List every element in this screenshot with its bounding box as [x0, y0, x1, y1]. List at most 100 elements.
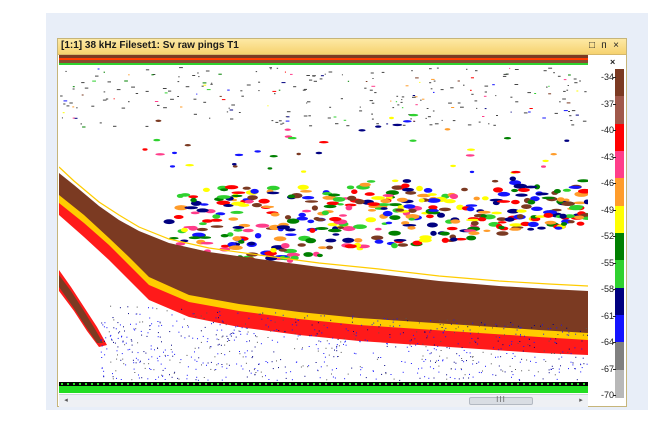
scatter-dot: [318, 330, 320, 332]
scatter-dot: [364, 339, 366, 341]
scatter-dot: [519, 361, 521, 363]
colorbar-close-icon[interactable]: ×: [610, 57, 616, 67]
fish-target: [309, 228, 316, 233]
ping-tick: [313, 383, 315, 385]
scatter-dot: [323, 315, 325, 317]
scatter-dot: [237, 312, 239, 314]
scatter-dot: [317, 369, 319, 371]
scatter-dot: [139, 313, 141, 315]
noise-speck: [107, 81, 111, 83]
restore-icon[interactable]: □: [588, 40, 596, 51]
noise-speck: [359, 110, 363, 112]
scatter-dot: [377, 357, 379, 359]
scatter-dot: [222, 335, 224, 337]
scroll-right-icon[interactable]: ▸: [579, 397, 583, 404]
fish-target: [315, 227, 329, 230]
noise-speck: [113, 125, 117, 127]
scatter-dot: [180, 359, 182, 361]
noise-speck: [386, 123, 389, 125]
fish-target: [345, 205, 353, 211]
noise-speck: [319, 78, 323, 80]
noise-speck: [177, 96, 179, 97]
fish-target: [402, 187, 414, 192]
scatter-dot: [261, 318, 263, 320]
scatter-dot: [187, 325, 189, 326]
scatter-dot: [478, 371, 480, 373]
scrollbar-thumb[interactable]: III: [469, 395, 533, 405]
scatter-dot: [345, 340, 346, 342]
scatter-dot: [144, 367, 146, 369]
noise-speck: [81, 82, 85, 84]
fish-target: [173, 215, 184, 219]
scatter-dot: [478, 325, 480, 327]
horizontal-scrollbar[interactable]: ◂ III ▸: [59, 394, 588, 407]
scatter-dot: [207, 362, 209, 364]
echogram-canvas[interactable]: [59, 55, 588, 393]
pin-icon[interactable]: ᴨ: [601, 40, 607, 51]
scatter-dot: [221, 336, 223, 338]
ping-tick: [559, 383, 561, 385]
scatter-dot: [135, 362, 137, 364]
scatter-dot: [249, 340, 250, 342]
window-titlebar[interactable]: [1:1] 38 kHz Fileset1: Sv raw pings T1 □…: [58, 39, 626, 55]
scatter-dot: [150, 348, 152, 350]
scatter-dot: [555, 338, 557, 340]
scatter-dot: [153, 369, 155, 371]
scatter-dot: [497, 340, 499, 342]
scatter-dot: [100, 340, 102, 342]
scatter-dot: [351, 321, 353, 323]
scatter-dot: [116, 350, 118, 352]
scatter-dot: [320, 315, 322, 317]
scatter-dot: [406, 346, 408, 348]
noise-speck: [529, 108, 533, 109]
scatter-dot: [215, 369, 217, 370]
scatter-dot: [372, 370, 374, 372]
scatter-dot: [149, 325, 151, 327]
noise-speck: [546, 86, 548, 88]
scatter-dot: [384, 365, 386, 366]
scatter-dot: [131, 351, 133, 353]
ping-tick: [247, 383, 249, 385]
fish-target: [328, 193, 341, 197]
noise-speck: [405, 85, 409, 87]
echogram-plot[interactable]: [59, 55, 588, 393]
scatter-dot: [460, 368, 462, 370]
fish-target: [417, 193, 431, 198]
scatter-dot: [149, 368, 151, 370]
noise-speck: [99, 122, 102, 124]
close-icon[interactable]: ×: [613, 40, 619, 51]
scatter-dot: [117, 337, 119, 339]
scatter-dot: [435, 349, 437, 351]
scatter-dot: [167, 355, 169, 356]
scatter-dot: [353, 333, 355, 335]
fish-target: [385, 190, 399, 196]
scatter-dot: [509, 345, 510, 347]
fish-target: [507, 208, 520, 214]
scatter-dot: [367, 329, 369, 331]
fish-target: [351, 189, 358, 194]
fish-target: [367, 202, 380, 207]
scatter-dot: [146, 335, 148, 337]
scatter-dot: [284, 366, 286, 368]
scatter-dot: [119, 331, 121, 333]
scatter-dot: [328, 343, 330, 345]
ping-tick: [511, 383, 513, 385]
scatter-dot: [218, 317, 219, 319]
scatter-dot: [304, 375, 306, 377]
fish-target: [498, 225, 505, 230]
scroll-left-icon[interactable]: ◂: [64, 397, 68, 404]
scatter-dot: [331, 373, 332, 375]
fish-target: [287, 136, 297, 140]
scatter-dot: [503, 328, 505, 330]
noise-speck: [281, 82, 286, 84]
scatter-dot: [103, 375, 105, 377]
scatter-dot: [392, 321, 394, 323]
fish-target: [402, 120, 412, 123]
noise-speck: [554, 112, 558, 114]
scatter-dot: [140, 360, 141, 362]
scatter-dot: [157, 347, 158, 349]
scatter-dot: [511, 341, 513, 343]
scatter-dot: [176, 320, 178, 322]
scatter-dot: [553, 353, 555, 354]
scatter-dot: [440, 350, 442, 351]
